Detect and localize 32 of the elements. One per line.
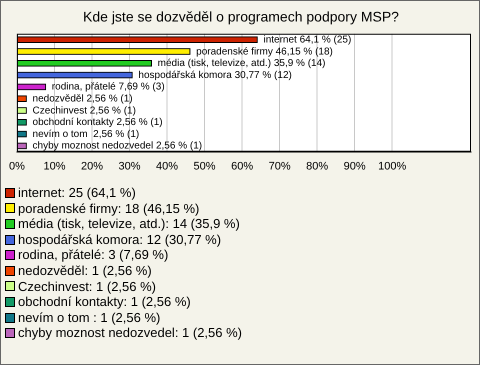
data-label: hospodářská komora 30,77 % (12) xyxy=(138,70,292,81)
text: Czechinvest: 1 (2,56 %) xyxy=(18,278,156,294)
text: rodina, přátelé: 3 (7,69 %) xyxy=(18,247,168,263)
x-tick-label: 80% xyxy=(306,160,328,172)
x-tick-label: 20% xyxy=(80,160,104,172)
x-tick-label: 40% xyxy=(156,160,178,172)
x-tick-label: 60% xyxy=(231,160,254,172)
x-tick-label: 70% xyxy=(268,160,291,172)
text: hospodářská komora: 12 (30,77 %) xyxy=(18,232,222,248)
data-label: chyby moznost nedozvedel 2,56 % (1) xyxy=(32,140,202,152)
text: média (tisk, televize, atd.): 14 (35,9 %) xyxy=(18,216,240,232)
x-tick-label: 0% xyxy=(8,160,26,172)
data-label: obchodní kontakty 2,56 % (1) xyxy=(32,117,163,128)
x-tick-label: 100% xyxy=(378,160,406,172)
x-tick-label: 50% xyxy=(194,160,216,172)
data-label: poradenské firmy 46,15 % (18) xyxy=(196,46,333,58)
text: chyby moznost nedozvedel: 1 (2,56 %) xyxy=(18,325,242,341)
text: poradenské firmy: 18 (46,15 %) xyxy=(18,200,200,216)
text: nevím o tom : 1 (2,56 %) xyxy=(18,310,160,326)
text: obchodní kontakty: 1 (2,56 %) xyxy=(18,294,191,310)
data-label: internet 64,1 % (25) xyxy=(263,34,352,46)
data-label: nevím o tom 2,56 % (1) xyxy=(32,128,140,140)
chart-title: Kde jste se dozvěděl o programech podpory MSP? xyxy=(83,8,400,24)
x-tick-label: 30% xyxy=(118,160,141,172)
x-tick-label: 90% xyxy=(344,160,366,172)
data-label: média (tisk, televize, atd.) 35,9 % (14) xyxy=(158,58,326,70)
text: nedozvěděl: 1 (2,56 %) xyxy=(18,262,152,279)
data-label: nedozvěděl 2,56 % (1) xyxy=(32,93,133,104)
data-label: Czechinvest 2,56 % (1) xyxy=(32,105,136,116)
x-tick-label: 10% xyxy=(43,160,66,172)
data-label: rodina, přátelé 7,69 % (3) xyxy=(52,82,165,93)
text: internet: 25 (64,1 %) xyxy=(18,185,136,201)
